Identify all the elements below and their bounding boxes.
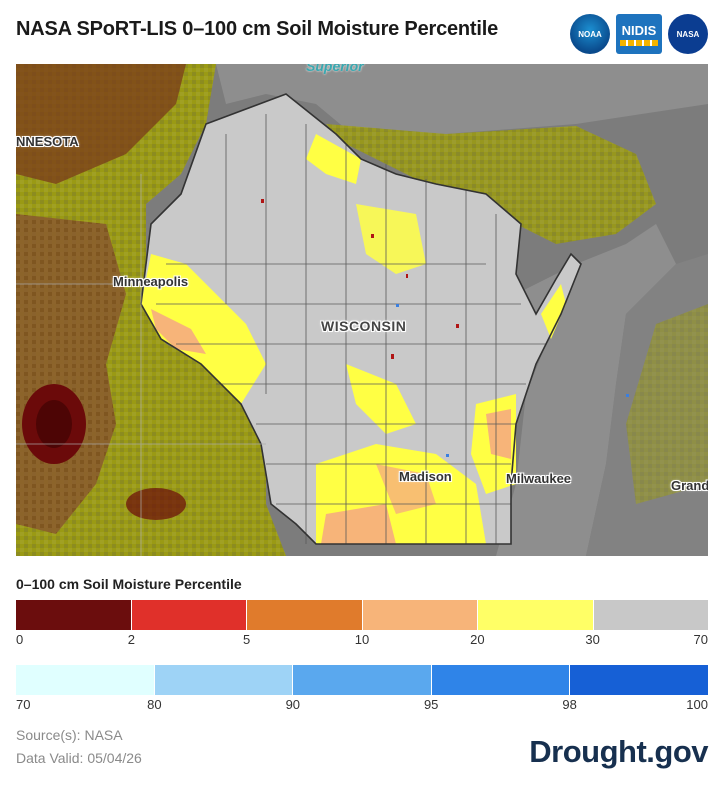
legend-dry-swatch-4: [477, 600, 593, 630]
soil-moisture-map[interactable]: Superior NNESOTA Minneapolis WISCONSIN M…: [16, 64, 708, 556]
map-canvas: [16, 64, 708, 556]
legend-dry-tick-5: 30: [585, 632, 600, 647]
lake-superior: [216, 64, 708, 134]
legend-wet-swatch-2: [292, 665, 431, 695]
wi-south-peach: [321, 504, 396, 544]
lake-superior-label: Superior: [306, 64, 364, 74]
nidis-logo[interactable]: NIDIS: [616, 14, 662, 54]
door-county-yellow: [541, 284, 566, 339]
legend-wet-ticks: 70 80 90 95 98 100: [16, 697, 708, 713]
legend-wet-swatch-1: [153, 665, 293, 695]
logo-group: NOAA NIDIS NASA: [570, 14, 708, 54]
legend-wet-tick-4: 98: [562, 697, 577, 712]
minnesota-label: NNESOTA: [16, 134, 79, 149]
minnesota-dry-core: [36, 400, 72, 448]
wi-central-north-yellow: [356, 204, 426, 274]
wisconsin-label: WISCONSIN: [321, 318, 407, 334]
legend-dry-swatch-1: [130, 600, 246, 630]
legend-wet-swatch-3: [430, 665, 570, 695]
legend-wet-tick-1: 80: [147, 697, 162, 712]
wet-pixels: [396, 304, 629, 457]
grand-label: Grand: [671, 478, 708, 493]
madison-label: Madison: [399, 469, 452, 484]
milwaukee-label: Milwaukee: [506, 471, 572, 486]
wi-west-yellow: [141, 254, 266, 404]
legend-dry-swatch-0: [16, 600, 131, 630]
nidis-logo-stripe: [620, 39, 658, 46]
michigan-olive-region: [626, 304, 708, 504]
wi-central-yellow: [346, 364, 416, 434]
upper-michigan-region: [326, 124, 656, 244]
page-title: NASA SPoRT-LIS 0–100 cm Soil Moisture Pe…: [16, 18, 499, 40]
noaa-logo[interactable]: NOAA: [570, 14, 610, 54]
legend-wet-tick-3: 95: [423, 697, 439, 712]
noaa-logo-text: NOAA: [578, 29, 602, 39]
minneapolis-label: Minneapolis: [113, 274, 189, 289]
legend-wet-bar: [16, 665, 708, 695]
data-valid-text: Data Valid: 05/04/26: [16, 750, 142, 766]
county-borders: [156, 114, 546, 544]
roads: [16, 174, 266, 556]
legend-wet-tick-5: 100: [686, 697, 708, 712]
legend-dry-tick-4: 20: [470, 632, 485, 647]
legend-wet-swatch-4: [569, 665, 708, 695]
nasa-logo[interactable]: NASA: [668, 14, 708, 54]
legend-wet-tick-2: 90: [285, 697, 301, 712]
nasa-logo-text: NASA: [676, 29, 700, 39]
wi-west-peach: [151, 309, 206, 354]
drought-gov-brand[interactable]: Drought.gov: [529, 734, 708, 769]
legend-dry-swatch-3: [361, 600, 477, 630]
legend-dry-tick-6: 70: [693, 632, 708, 647]
legend-dry-swatch-5: [592, 600, 708, 630]
minnesota-dry-spot-south: [126, 488, 186, 520]
minnesota-north-dry: [16, 64, 186, 184]
wi-north-yellow: [306, 134, 361, 184]
nidis-logo-text: NIDIS: [621, 22, 657, 38]
wi-madison-peach: [376, 464, 436, 514]
legend-dry-tick-2: 5: [243, 632, 251, 647]
legend-title: 0–100 cm Soil Moisture Percentile: [16, 576, 242, 592]
wi-east-peach: [486, 409, 511, 459]
legend-wet-tick-0: 70: [16, 697, 31, 712]
source-text: Source(s): NASA: [16, 727, 123, 743]
legend-dry-bar: [16, 600, 708, 630]
legend-dry-swatch-2: [246, 600, 362, 630]
legend-dry-tick-3: 10: [354, 632, 370, 647]
legend-wet-swatch-0: [16, 665, 154, 695]
legend-dry-tick-1: 2: [127, 632, 135, 647]
legend-dry-tick-0: 0: [16, 632, 24, 647]
dry-pixels: [261, 199, 459, 359]
wisconsin-border: [140, 93, 582, 545]
legend-dry-ticks: 0 2 5 10 20 30 70: [16, 632, 708, 648]
